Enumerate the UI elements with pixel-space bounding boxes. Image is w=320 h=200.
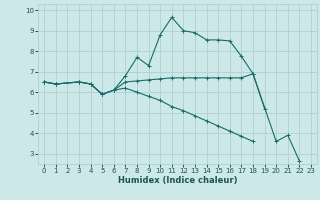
X-axis label: Humidex (Indice chaleur): Humidex (Indice chaleur)	[118, 176, 237, 185]
